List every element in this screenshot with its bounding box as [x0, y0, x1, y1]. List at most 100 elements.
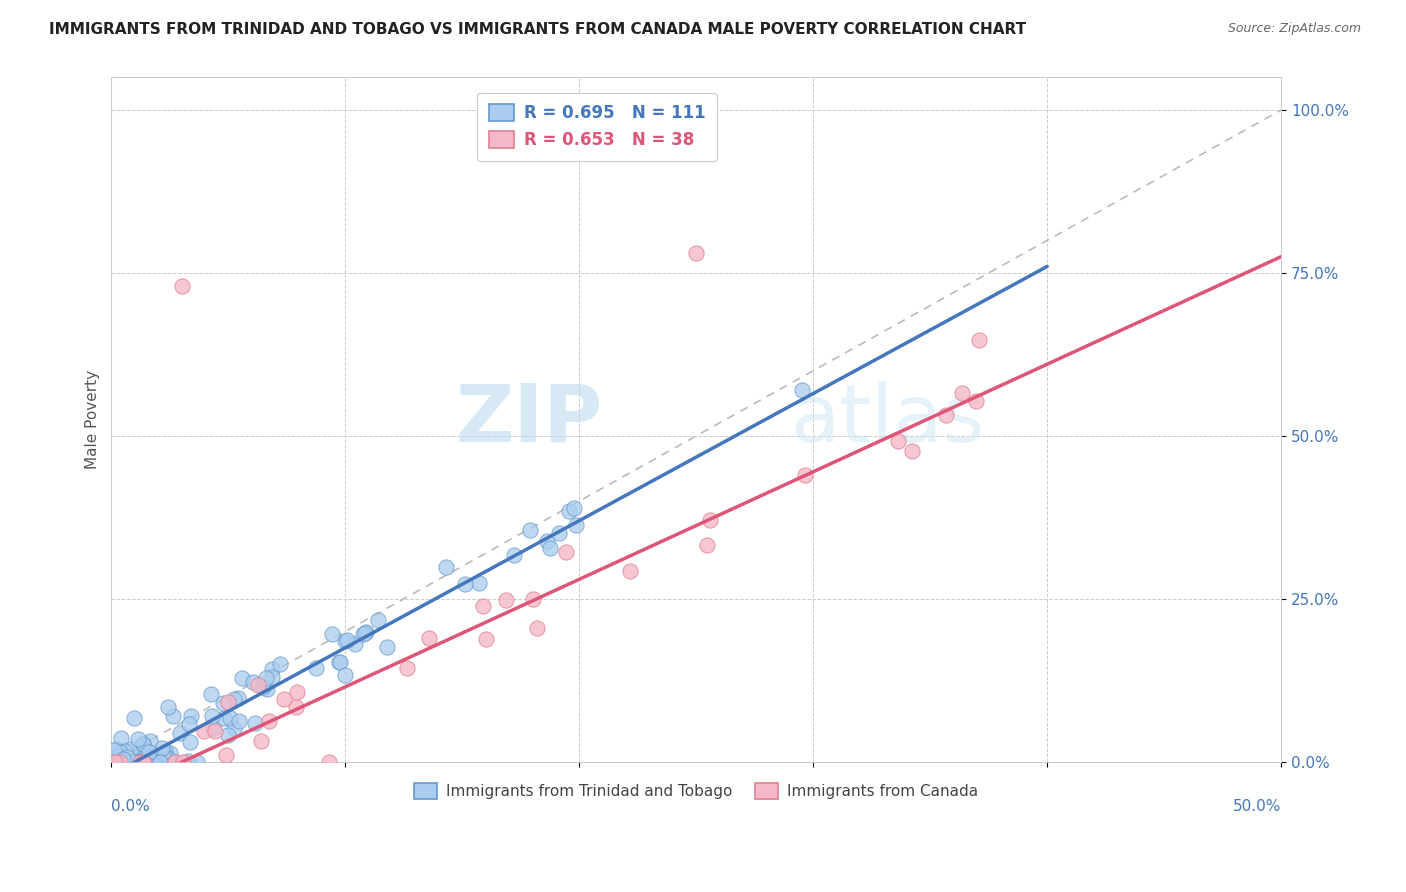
- Point: [146, 752, 169, 766]
- Point: [104, 755, 127, 769]
- Point: [170, 279, 193, 293]
- Point: [242, 675, 264, 690]
- Point: [367, 613, 389, 627]
- Point: [131, 737, 153, 751]
- Point: [155, 749, 177, 764]
- Text: atlas: atlas: [790, 381, 984, 458]
- Point: [218, 728, 240, 742]
- Point: [103, 755, 125, 769]
- Point: [180, 709, 202, 723]
- Point: [495, 593, 517, 607]
- Point: [115, 750, 138, 764]
- Point: [344, 637, 367, 651]
- Point: [538, 541, 561, 555]
- Point: [228, 714, 250, 729]
- Point: [262, 662, 284, 676]
- Point: [522, 591, 544, 606]
- Point: [156, 699, 179, 714]
- Point: [165, 755, 187, 769]
- Point: [474, 632, 496, 647]
- Point: [127, 755, 149, 769]
- Point: [110, 731, 132, 746]
- Point: [217, 695, 239, 709]
- Point: [967, 333, 990, 347]
- Point: [107, 742, 129, 756]
- Point: [318, 755, 340, 769]
- Point: [148, 755, 170, 769]
- Point: [212, 711, 235, 725]
- Point: [214, 747, 236, 762]
- Point: [952, 386, 974, 401]
- Point: [273, 691, 295, 706]
- Point: [247, 678, 270, 692]
- Point: [103, 742, 125, 756]
- Point: [245, 715, 267, 730]
- Point: [136, 743, 159, 757]
- Point: [231, 672, 253, 686]
- Point: [502, 548, 524, 562]
- Point: [256, 681, 278, 696]
- Point: [177, 755, 200, 769]
- Point: [335, 668, 357, 682]
- Point: [152, 746, 174, 760]
- Point: [260, 670, 283, 684]
- Point: [124, 755, 146, 769]
- Point: [165, 755, 187, 769]
- Point: [526, 622, 548, 636]
- Point: [201, 709, 224, 723]
- Point: [127, 732, 149, 747]
- Point: [565, 518, 588, 533]
- Point: [305, 661, 328, 675]
- Point: [352, 627, 374, 641]
- Point: [252, 681, 274, 695]
- Point: [114, 744, 136, 758]
- Text: 50.0%: 50.0%: [1233, 799, 1281, 814]
- Point: [104, 755, 127, 769]
- Point: [434, 560, 457, 574]
- Point: [336, 633, 359, 648]
- Point: [150, 740, 173, 755]
- Point: [179, 734, 201, 748]
- Point: [134, 755, 156, 769]
- Point: [125, 755, 148, 769]
- Point: [935, 409, 957, 423]
- Point: [204, 724, 226, 739]
- Point: [254, 672, 277, 686]
- Point: [887, 434, 910, 449]
- Point: [333, 633, 356, 648]
- Point: [121, 749, 143, 764]
- Point: [129, 740, 152, 755]
- Point: [172, 755, 194, 769]
- Point: [169, 726, 191, 740]
- Point: [117, 755, 139, 769]
- Point: [111, 752, 134, 766]
- Point: [519, 523, 541, 537]
- Point: [122, 711, 145, 725]
- Point: [193, 723, 215, 738]
- Point: [132, 755, 155, 769]
- Point: [901, 444, 924, 458]
- Point: [177, 716, 200, 731]
- Point: [132, 755, 155, 769]
- Y-axis label: Male Poverty: Male Poverty: [86, 370, 100, 469]
- Point: [108, 755, 131, 769]
- Point: [353, 625, 375, 640]
- Point: [201, 721, 224, 735]
- Point: [619, 564, 641, 578]
- Point: [120, 755, 142, 769]
- Legend: Immigrants from Trinidad and Tobago, Immigrants from Canada: Immigrants from Trinidad and Tobago, Imm…: [408, 777, 984, 805]
- Point: [375, 640, 398, 655]
- Point: [128, 755, 150, 769]
- Point: [114, 755, 136, 769]
- Point: [547, 525, 569, 540]
- Point: [555, 545, 578, 559]
- Point: [122, 755, 145, 769]
- Point: [536, 534, 558, 549]
- Point: [558, 504, 581, 518]
- Point: [396, 660, 419, 674]
- Point: [222, 721, 245, 735]
- Point: [138, 745, 160, 759]
- Point: [131, 738, 153, 752]
- Point: [139, 734, 162, 748]
- Point: [186, 755, 208, 769]
